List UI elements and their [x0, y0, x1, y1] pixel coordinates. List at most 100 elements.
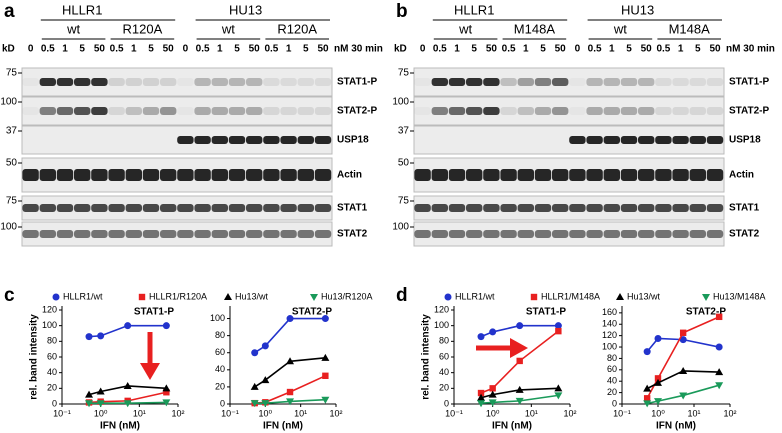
y-tick-label: 40 [215, 364, 225, 374]
point [162, 399, 171, 407]
point [96, 387, 105, 395]
point [123, 400, 132, 408]
point [643, 400, 652, 408]
blot-row [21, 157, 333, 193]
legend-label: Hu13/R120A [321, 291, 373, 301]
band [655, 169, 672, 181]
band [74, 78, 91, 86]
marker-label: 100 [0, 222, 17, 233]
marker-label: 100 [392, 97, 409, 108]
band [56, 107, 74, 115]
blot-row [413, 221, 725, 247]
series-line [254, 357, 326, 388]
band [194, 136, 211, 144]
point [477, 393, 486, 401]
point [85, 390, 94, 398]
point [444, 293, 452, 301]
band [142, 107, 160, 115]
band [466, 230, 483, 238]
point [488, 390, 497, 398]
band [280, 107, 297, 115]
group-label: wt [221, 21, 235, 36]
legend-label: HLLR1/wt [63, 291, 103, 301]
y-tick-label: 60 [607, 364, 617, 374]
band [534, 204, 552, 212]
band [297, 78, 314, 86]
band [620, 107, 638, 115]
x-tick-label: 10⁻¹ [613, 408, 631, 418]
x-axis-label: IFN (nM) [656, 421, 696, 432]
band [194, 78, 211, 86]
chart-title: STAT1-P [134, 307, 175, 318]
band [177, 230, 194, 238]
blot-row [21, 221, 333, 247]
band [638, 230, 655, 238]
point [516, 322, 524, 330]
band [125, 78, 142, 86]
marker-label: 75 [6, 196, 18, 207]
band [569, 136, 586, 144]
lane-label: 0.5 [433, 44, 447, 55]
point [489, 328, 497, 336]
band [246, 78, 263, 86]
y-tick-label: 100 [434, 320, 449, 330]
y-tick-label: 80 [215, 330, 225, 340]
band [483, 107, 500, 115]
lane-label: 5 [626, 44, 632, 55]
time-label: nM 30 min [726, 44, 775, 55]
band [552, 169, 569, 181]
point [477, 333, 485, 341]
band [534, 107, 552, 115]
point [52, 293, 60, 301]
y-tick-label: 100 [602, 341, 617, 351]
band [22, 169, 39, 181]
band [569, 230, 586, 238]
lane-label: 0 [420, 44, 426, 55]
band [431, 204, 448, 212]
lane-label: 0.5 [41, 44, 55, 55]
y-tick-label: 20 [215, 381, 225, 391]
band [22, 230, 39, 238]
chart-title: STAT1-P [526, 307, 567, 318]
band [689, 169, 706, 181]
band [603, 204, 620, 212]
band [620, 230, 638, 238]
legend-label: HLLR1/wt [455, 291, 495, 301]
band [297, 136, 314, 144]
band [586, 169, 603, 181]
marker-label: 75 [398, 196, 410, 207]
y-tick-label: 0 [444, 398, 449, 408]
point [163, 389, 170, 396]
point [643, 395, 651, 402]
band [500, 169, 517, 181]
band [638, 204, 655, 212]
kd-label: kD [2, 44, 15, 55]
marker-label: 37 [6, 126, 18, 137]
point [261, 400, 270, 408]
band [263, 204, 280, 212]
point [715, 313, 723, 321]
band [620, 169, 638, 181]
band [228, 169, 246, 181]
band [414, 204, 431, 212]
band [211, 78, 228, 86]
band [160, 169, 177, 181]
lane-label: 50 [709, 44, 721, 55]
lane-label: 0.5 [588, 44, 602, 55]
band [603, 169, 620, 181]
y-tick-label: 60 [439, 351, 449, 361]
band [655, 107, 672, 115]
band [689, 107, 706, 115]
band [39, 204, 56, 212]
band [263, 107, 280, 115]
point [123, 381, 132, 389]
band [160, 107, 177, 115]
y-tick-label: 100 [210, 313, 225, 323]
point [286, 315, 294, 323]
band [246, 204, 263, 212]
point [261, 342, 269, 350]
y-tick-label: 80 [47, 336, 57, 346]
point [654, 398, 662, 406]
lane-label: 50 [486, 44, 498, 55]
lane-label: 1 [131, 44, 137, 55]
